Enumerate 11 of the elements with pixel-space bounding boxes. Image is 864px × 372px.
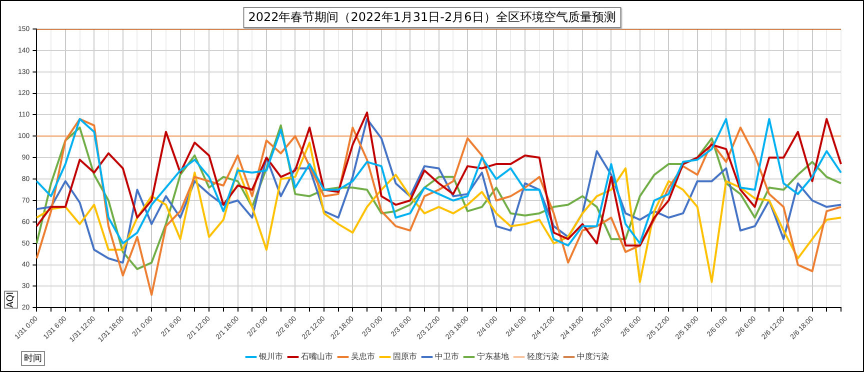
legend-label: 石嘴山市 bbox=[301, 352, 333, 362]
legend-label: 固原市 bbox=[393, 352, 417, 362]
legend-label: 中卫市 bbox=[435, 352, 459, 362]
y-axis-title: AQI bbox=[4, 291, 18, 309]
x-axis-title: 时间 bbox=[21, 351, 45, 366]
legend-label: 银川市 bbox=[258, 352, 283, 362]
chart-title: 2022年春节期间（2022年1月31日-2月6日）全区环境空气质量预测 bbox=[243, 7, 621, 28]
legend-label: 轻度污染 bbox=[527, 352, 559, 362]
legend-label: 吴忠市 bbox=[351, 352, 375, 362]
legend-label: 宁东基地 bbox=[477, 352, 509, 362]
legend-label: 中度污染 bbox=[577, 352, 609, 362]
